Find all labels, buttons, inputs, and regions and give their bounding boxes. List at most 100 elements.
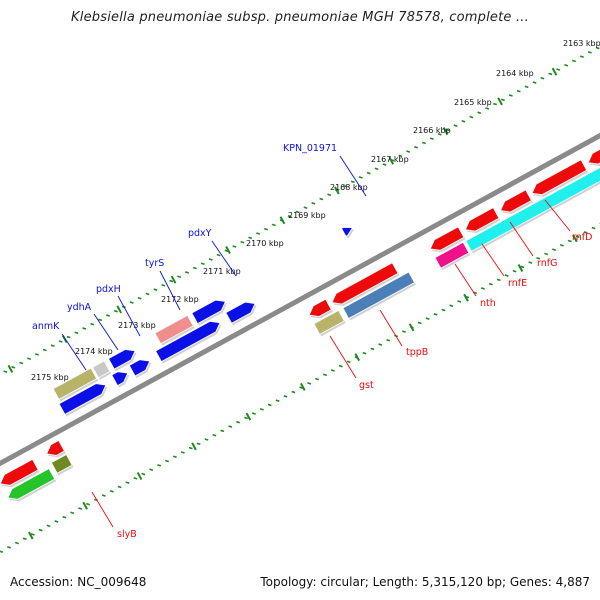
- lower-tick-minor: [370, 347, 375, 351]
- upper-tick-minor: [287, 214, 292, 218]
- upper-tick-minor: [595, 46, 600, 50]
- lower-tick-major: [572, 234, 578, 243]
- gene-label-connector: [379, 309, 403, 347]
- upper-tick-minor: [216, 253, 221, 257]
- feature-upper-blue-5: [225, 301, 256, 324]
- upper-tick-minor: [129, 301, 134, 304]
- tick-label: 2168 kbp: [330, 183, 368, 192]
- lower-tick-minor: [78, 507, 83, 510]
- upper-tick-minor: [240, 240, 245, 244]
- lower-tick-minor: [259, 407, 264, 411]
- upper-tick-minor: [34, 353, 39, 356]
- feature-red-rnf-3: [499, 189, 532, 213]
- lower-tick-minor: [133, 477, 138, 480]
- lower-tick-major: [82, 501, 88, 510]
- upper-tick-minor: [27, 357, 32, 360]
- lower-tick-track: [0, 222, 600, 553]
- upper-tick-minor: [548, 72, 553, 76]
- lower-tick-minor: [480, 287, 485, 290]
- upper-tick-minor: [524, 85, 529, 89]
- tick-labels: 2163 kbp 2164 kbp 2165 kbp 2166 kbp 2167 kbp…: [31, 39, 600, 382]
- upper-tick-minor: [398, 154, 403, 158]
- lower-tick-minor: [204, 438, 209, 441]
- lower-tick-minor: [196, 442, 201, 446]
- lower-tick-minor: [552, 248, 556, 251]
- lower-tick-minor: [38, 528, 43, 532]
- lower-tick-minor: [559, 244, 564, 247]
- gene-label-rnfG: rnfG: [537, 258, 557, 269]
- lower-tick-minor: [417, 321, 422, 325]
- upper-tick-major: [442, 127, 449, 136]
- upper-tick-minor: [461, 120, 466, 123]
- upper-tick-minor: [106, 314, 110, 317]
- accession-label: Accession: NC_009648: [10, 575, 147, 589]
- upper-tick-minor: [113, 309, 118, 313]
- upper-tick-minor: [508, 94, 513, 97]
- upper-tick-major: [497, 97, 503, 106]
- gene-label-slyB: slyB: [117, 529, 137, 540]
- upper-tick-minor: [572, 59, 576, 63]
- feature-pdxY: [191, 299, 227, 325]
- upper-tick-minor: [256, 232, 261, 235]
- genome-stats-label: Topology: circular; Length: 5,315,120 bp…: [260, 575, 590, 589]
- tick-label: 2163 kbp: [563, 39, 600, 48]
- feature-tppB: [342, 271, 416, 320]
- upper-tick-minor: [350, 180, 355, 184]
- lower-tick-minor: [307, 382, 312, 385]
- feature-red-small: [308, 298, 332, 317]
- upper-tick-major: [551, 67, 558, 76]
- gene-label-ydhA: ydhA: [67, 302, 92, 313]
- upper-tick-minor: [493, 102, 497, 106]
- feature-gst: [313, 309, 345, 335]
- features: [0, 148, 600, 502]
- feature-ydhA: [92, 360, 111, 379]
- upper-tick-minor: [429, 137, 434, 140]
- lower-tick-minor: [188, 446, 193, 450]
- upper-tick-minor: [58, 340, 63, 343]
- upper-tick-minor: [3, 370, 8, 373]
- feature-KPN_01971: [341, 227, 354, 237]
- upper-tick-major: [170, 275, 177, 284]
- upper-tick-minor: [453, 124, 458, 127]
- feature-left-red: [0, 458, 39, 486]
- lower-tick-minor: [362, 351, 367, 355]
- tick-label: 2165 kbp: [454, 98, 492, 107]
- upper-tick-major: [225, 245, 231, 254]
- lower-tick-minor: [70, 511, 75, 515]
- lower-tick-minor: [283, 395, 288, 398]
- lower-tick-minor: [54, 520, 59, 523]
- lower-tick-minor: [244, 416, 248, 420]
- lower-tick-minor: [488, 282, 493, 286]
- tick-label: 2175 kbp: [31, 373, 69, 382]
- lower-tick-minor: [165, 459, 169, 463]
- upper-tick-minor: [358, 176, 363, 179]
- upper-tick-minor: [208, 258, 213, 261]
- upper-tick-minor: [327, 193, 332, 197]
- upper-tick-minor: [579, 55, 584, 58]
- lower-tick-major: [354, 353, 361, 362]
- feature-upper-blue-3: [128, 359, 151, 377]
- lower-tick-minor: [520, 265, 525, 269]
- lower-tick-minor: [251, 412, 256, 415]
- feature-upper-blue-1: [58, 383, 107, 415]
- gene-label-connector: [91, 491, 114, 528]
- upper-tick-minor: [185, 271, 189, 274]
- gene-label-gst: gst: [359, 380, 374, 391]
- lower-tick-minor: [220, 429, 225, 433]
- lower-tick-minor: [30, 533, 35, 536]
- upper-tick-major: [7, 364, 14, 373]
- map-title: Klebsiella pneumoniae subsp. pneumoniae …: [71, 10, 529, 25]
- lower-tick-minor: [433, 313, 438, 316]
- upper-tick-minor: [311, 202, 316, 205]
- lower-tick-minor: [109, 489, 114, 493]
- upper-tick-minor: [19, 361, 24, 365]
- upper-tick-minor: [556, 68, 561, 71]
- feature-pdxH: [107, 349, 136, 370]
- upper-tick-minor: [540, 76, 545, 80]
- lower-tick-major: [408, 323, 415, 332]
- tick-label: 2164 kbp: [496, 69, 534, 78]
- upper-tick-minor: [169, 279, 174, 283]
- feature-red-rnf-1: [429, 226, 465, 251]
- lower-tick-minor: [228, 425, 233, 428]
